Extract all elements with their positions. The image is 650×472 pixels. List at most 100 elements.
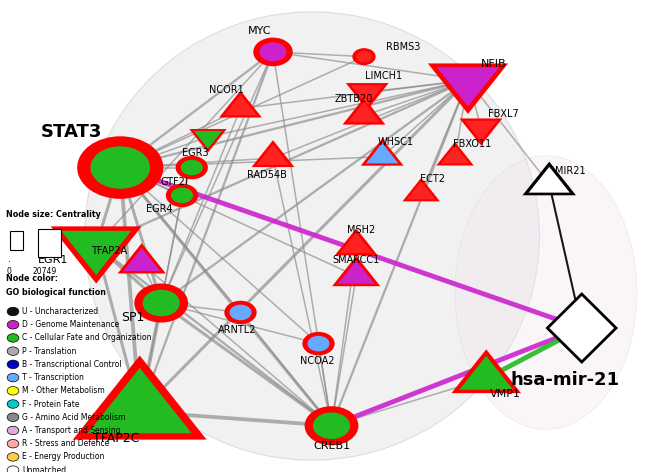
Circle shape xyxy=(7,413,19,421)
Circle shape xyxy=(312,412,351,440)
Polygon shape xyxy=(335,228,378,255)
Circle shape xyxy=(7,360,19,369)
Polygon shape xyxy=(118,243,166,273)
Polygon shape xyxy=(361,139,404,166)
Text: EGR4: EGR4 xyxy=(146,204,172,214)
Polygon shape xyxy=(339,232,373,253)
Text: ·: · xyxy=(8,257,12,267)
Text: P - Translation: P - Translation xyxy=(22,346,77,356)
Polygon shape xyxy=(337,260,376,284)
Text: Node color:: Node color: xyxy=(6,274,58,283)
Polygon shape xyxy=(528,166,571,193)
Polygon shape xyxy=(343,98,385,125)
Polygon shape xyxy=(365,143,399,164)
Text: SMARCC1: SMARCC1 xyxy=(333,254,380,265)
Circle shape xyxy=(302,332,335,355)
Text: ECT2: ECT2 xyxy=(420,174,445,185)
Text: NCOR1: NCOR1 xyxy=(209,84,244,95)
Bar xyxy=(10,231,23,250)
Text: LIMCH1: LIMCH1 xyxy=(365,70,402,81)
Text: GTF2I: GTF2I xyxy=(161,177,188,187)
Text: R - Stress and Defence: R - Stress and Defence xyxy=(22,439,109,448)
Text: E - Energy Production: E - Energy Production xyxy=(22,452,105,462)
Text: T - Transcription: T - Transcription xyxy=(22,373,84,382)
Circle shape xyxy=(7,400,19,408)
Text: 0: 0 xyxy=(6,267,12,276)
Text: Node size: Centrality: Node size: Centrality xyxy=(6,211,101,219)
Circle shape xyxy=(170,187,194,204)
Text: GO biological function: GO biological function xyxy=(6,288,107,297)
Polygon shape xyxy=(464,120,498,142)
Text: NCOA2: NCOA2 xyxy=(300,356,335,366)
Circle shape xyxy=(356,51,372,63)
Circle shape xyxy=(142,289,181,317)
Circle shape xyxy=(7,439,19,448)
Circle shape xyxy=(229,304,252,321)
Circle shape xyxy=(7,453,19,461)
Circle shape xyxy=(135,284,188,322)
Text: MSH2: MSH2 xyxy=(346,225,375,236)
Text: M - Other Metabolism: M - Other Metabolism xyxy=(22,386,105,396)
Text: TFAP2A: TFAP2A xyxy=(91,246,127,256)
Polygon shape xyxy=(51,227,142,284)
Circle shape xyxy=(352,48,376,65)
Text: A - Transport and Sensing: A - Transport and Sensing xyxy=(22,426,121,435)
Bar xyxy=(38,229,61,257)
Circle shape xyxy=(7,320,19,329)
Text: STAT3: STAT3 xyxy=(41,123,102,141)
Circle shape xyxy=(254,38,292,66)
Text: MIR21: MIR21 xyxy=(555,166,586,176)
Polygon shape xyxy=(452,349,521,393)
Circle shape xyxy=(305,406,358,445)
Text: WHSC1: WHSC1 xyxy=(377,136,413,147)
Ellipse shape xyxy=(455,156,637,430)
Text: 20749: 20749 xyxy=(32,267,57,276)
Polygon shape xyxy=(332,256,380,286)
Polygon shape xyxy=(193,131,223,150)
Polygon shape xyxy=(406,181,436,200)
Circle shape xyxy=(7,466,19,472)
Text: MYC: MYC xyxy=(248,25,272,36)
Circle shape xyxy=(77,136,163,199)
Polygon shape xyxy=(436,142,474,166)
Text: EGR1: EGR1 xyxy=(38,254,68,265)
Text: G - Amino Acid Metabolism: G - Amino Acid Metabolism xyxy=(22,413,125,422)
Circle shape xyxy=(7,426,19,435)
Circle shape xyxy=(176,156,208,179)
Polygon shape xyxy=(252,140,294,167)
Polygon shape xyxy=(189,129,227,152)
Polygon shape xyxy=(224,94,257,116)
Polygon shape xyxy=(436,67,500,107)
Polygon shape xyxy=(460,118,502,145)
Circle shape xyxy=(7,347,19,355)
Text: Unmatched: Unmatched xyxy=(22,465,66,472)
Circle shape xyxy=(307,335,330,352)
Text: SP1: SP1 xyxy=(122,311,145,324)
Text: VMP1: VMP1 xyxy=(490,389,521,399)
Polygon shape xyxy=(350,85,384,106)
Text: D - Genome Maintenance: D - Genome Maintenance xyxy=(22,320,120,329)
Polygon shape xyxy=(346,83,389,110)
Text: C - Cellular Fate and Organization: C - Cellular Fate and Organization xyxy=(22,333,151,343)
Ellipse shape xyxy=(84,12,540,460)
Polygon shape xyxy=(440,145,470,164)
Polygon shape xyxy=(60,230,133,276)
Polygon shape xyxy=(402,178,440,202)
Polygon shape xyxy=(73,355,207,439)
Text: F - Protein Fate: F - Protein Fate xyxy=(22,399,79,409)
Polygon shape xyxy=(122,247,161,271)
Text: CREB1: CREB1 xyxy=(313,441,350,451)
Polygon shape xyxy=(547,294,616,362)
Text: hsa-mir-21: hsa-mir-21 xyxy=(511,371,620,389)
Circle shape xyxy=(89,145,151,190)
Polygon shape xyxy=(256,144,290,165)
Circle shape xyxy=(180,159,203,176)
Text: ZBTB20: ZBTB20 xyxy=(335,94,374,104)
Polygon shape xyxy=(458,355,514,390)
Circle shape xyxy=(7,373,19,382)
Polygon shape xyxy=(86,367,193,434)
Circle shape xyxy=(224,301,257,324)
Text: FBXL7: FBXL7 xyxy=(488,109,519,119)
Polygon shape xyxy=(523,161,576,195)
Polygon shape xyxy=(219,91,262,118)
